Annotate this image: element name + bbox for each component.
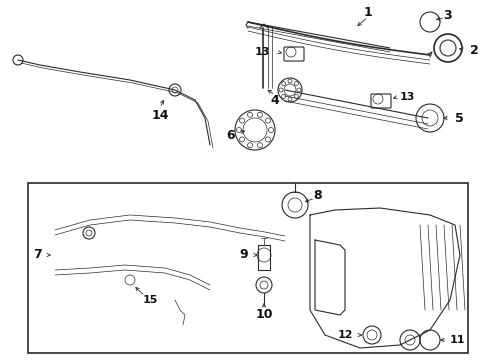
Text: 12: 12: [338, 330, 353, 340]
Text: 9: 9: [240, 248, 248, 261]
Text: 3: 3: [443, 9, 452, 22]
Bar: [28, 183, 468, 353]
Text: 4: 4: [270, 94, 279, 107]
Text: 10: 10: [255, 309, 273, 321]
Text: 5: 5: [455, 112, 464, 125]
Text: 13: 13: [400, 92, 416, 102]
Text: 7: 7: [33, 248, 42, 261]
Text: 14: 14: [151, 108, 169, 122]
Text: 13: 13: [255, 47, 270, 57]
Text: 11: 11: [450, 335, 465, 345]
Text: 15: 15: [142, 295, 158, 305]
Text: 8: 8: [314, 189, 322, 202]
Text: 1: 1: [364, 5, 372, 18]
Text: 2: 2: [470, 44, 479, 57]
Text: 6: 6: [226, 129, 235, 141]
